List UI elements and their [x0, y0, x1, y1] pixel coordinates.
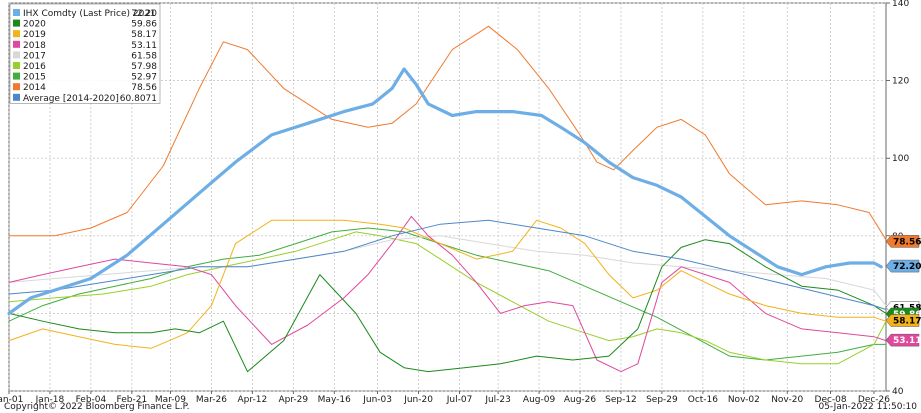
last-value-tag: 58.17 — [885, 314, 921, 327]
tag-background — [885, 333, 920, 347]
legend-item: 2020 59.86 — [13, 19, 157, 30]
legend-label: 2019 — [23, 30, 46, 40]
last-value-tag: 53.11 — [885, 333, 921, 347]
legend-item: 2017 61.58 — [13, 51, 157, 61]
series-line-2018 — [8, 215, 887, 373]
tag-background — [885, 235, 920, 248]
tag-label: 53.11 — [893, 336, 921, 346]
legend-label: 2018 — [23, 41, 46, 51]
x-tick-label: Jul-23 — [484, 395, 511, 405]
legend-item: 2016 57.98 — [13, 62, 157, 72]
tag-label: 58.17 — [893, 317, 921, 327]
x-tick-label: Apr-12 — [237, 395, 267, 405]
legend-swatch — [13, 19, 20, 27]
x-tick-label: Nov-02 — [728, 395, 760, 405]
legend-label: 2016 — [23, 62, 46, 72]
legend-label: 2020 — [23, 20, 46, 30]
legend-label: 2015 — [23, 73, 46, 83]
x-tick-label: Jun-03 — [362, 395, 392, 405]
x-tick-label: Oct-16 — [688, 395, 719, 405]
legend-value: 52.97 — [131, 73, 157, 83]
series-line-2016 — [8, 231, 887, 365]
x-tick-label: Dec-08 — [815, 395, 847, 405]
copyright-text: Copyright© 2022 Bloomberg Finance L.P. — [4, 402, 189, 412]
legend-label: 2017 — [23, 51, 46, 61]
series-line-2015 — [8, 227, 887, 361]
legend-swatch — [13, 72, 20, 80]
legend-swatch — [13, 40, 20, 48]
series-line-ihx-comdty-last-price-2021 — [7, 67, 883, 315]
timestamp-text: 05-Jan-2022 11:50:10 — [818, 402, 917, 412]
y-tick-label: 40 — [892, 387, 904, 397]
x-tick-label: Jan-18 — [35, 395, 65, 405]
series-line-2020 — [8, 239, 887, 373]
legend-swatch — [13, 9, 20, 16]
legend-swatch — [13, 83, 20, 91]
series-line-2017 — [8, 235, 887, 307]
legend-label: 2014 — [23, 83, 46, 93]
y-tick-label: 140 — [892, 0, 909, 9]
legend-value: 53.11 — [131, 41, 157, 51]
legend-swatch — [13, 30, 20, 38]
last-value-tag: 72.20 — [885, 259, 921, 273]
x-tick-label: Jan-01 — [0, 395, 23, 405]
series-line-2014 — [8, 25, 887, 241]
x-tick-label: May-16 — [318, 395, 351, 405]
legend-swatch — [13, 93, 20, 101]
x-tick-label: Feb-04 — [76, 395, 107, 405]
x-tick-label: Aug-09 — [523, 395, 556, 405]
x-tick-label: Jun-20 — [403, 395, 433, 405]
y-tick-label: 120 — [892, 77, 909, 87]
x-tick-label: Feb-21 — [117, 395, 148, 405]
legend-item: 2014 78.56 — [13, 83, 157, 93]
legend-value: 78.56 — [131, 83, 157, 93]
legend-item: 2019 58.17 — [13, 30, 157, 40]
x-tick-label: Jul-07 — [446, 395, 473, 405]
legend-value: 58.17 — [131, 30, 157, 40]
series-line-2019 — [8, 219, 887, 349]
x-tick-label: Sep-12 — [605, 395, 637, 405]
tag-background — [885, 314, 920, 327]
x-tick-label: Dec-26 — [858, 395, 890, 405]
x-tick-label: Mar-09 — [155, 395, 186, 405]
tag-background — [885, 259, 920, 273]
legend-swatch — [13, 62, 20, 69]
tag-label: 78.56 — [893, 237, 921, 247]
x-tick-label: Apr-29 — [278, 395, 308, 405]
tag-label: 72.20 — [893, 262, 921, 272]
last-value-tag: 78.56 — [885, 235, 921, 248]
legend-value: 61.58 — [131, 51, 157, 61]
x-axis: Jan-01 Jan-18 Feb-04 Feb-21 Mar-09 Mar-26 Apr-… — [0, 391, 890, 405]
legend-label: IHX Comdty (Last Price) 2021 — [23, 9, 156, 19]
legend-value: 72.20 — [131, 9, 157, 19]
legend-value: 60.8071 — [120, 94, 157, 104]
legend-item: 2018 53.11 — [13, 40, 157, 51]
legend-item: 2015 52.97 — [13, 72, 157, 83]
legend-value: 57.98 — [131, 62, 157, 72]
legend-box — [9, 3, 161, 104]
series-line-average-2014-2020- — [8, 219, 887, 310]
y-tick-label: 100 — [892, 154, 909, 164]
legend-item: Average [2014-2020] 60.8071 — [13, 93, 157, 104]
legend-swatch — [13, 51, 20, 59]
x-tick-label: Nov-20 — [771, 395, 803, 405]
plot-border — [8, 2, 887, 392]
x-tick-label: Aug-26 — [564, 395, 597, 405]
legend-value: 59.86 — [131, 20, 157, 30]
series-lines — [7, 25, 887, 373]
x-tick-label: Mar-26 — [196, 395, 227, 405]
x-tick-label: Sep-29 — [646, 395, 678, 405]
legend-label: Average [2014-2020] — [23, 94, 119, 104]
